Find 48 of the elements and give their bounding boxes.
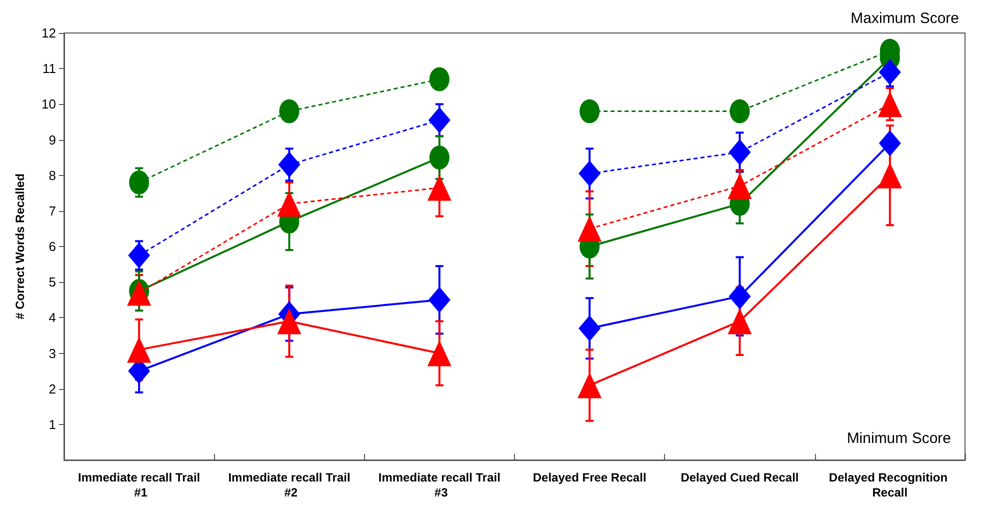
point xyxy=(578,372,602,398)
text: Maximum Score xyxy=(850,10,960,27)
y-axis-title: # Correct Words Recalled xyxy=(13,174,27,320)
point xyxy=(878,130,901,156)
x-tick-label: Immediate recall Trail #1 xyxy=(78,470,200,500)
point xyxy=(427,340,452,366)
y-tick-label: 4 xyxy=(48,310,56,326)
point xyxy=(728,139,751,166)
point xyxy=(578,216,602,242)
y-tick-label: 2 xyxy=(48,381,56,396)
point xyxy=(728,308,752,334)
y-tick-label: 9 xyxy=(48,132,56,148)
y-tick-label: 6 xyxy=(48,239,56,254)
point xyxy=(580,99,600,124)
y-tick-label: 12 xyxy=(42,26,56,40)
y-tick-label: 8 xyxy=(48,168,56,183)
x-tick-label: Delayed Cued Recall xyxy=(680,470,799,484)
point xyxy=(429,146,450,170)
x-tick-label: Delayed Free Recall xyxy=(532,470,646,484)
y-tick-label: 1 xyxy=(48,416,56,432)
point xyxy=(878,162,902,188)
x-tick-label: Delayed Recognition Recall xyxy=(828,470,951,500)
y-tick-label: 3 xyxy=(48,346,56,361)
point xyxy=(427,174,452,201)
point xyxy=(127,336,152,363)
annotation: Minimum Score xyxy=(846,430,951,447)
point xyxy=(428,107,450,134)
point xyxy=(728,173,752,200)
point xyxy=(428,286,450,313)
point xyxy=(429,67,450,92)
point xyxy=(277,308,302,334)
y-tick-label: 10 xyxy=(42,96,56,112)
y-tick-label: 5 xyxy=(48,274,56,290)
point xyxy=(728,283,751,310)
point xyxy=(878,59,901,86)
point xyxy=(277,190,302,217)
point xyxy=(128,242,150,268)
y-tick-label: 7 xyxy=(48,203,56,218)
point xyxy=(278,152,300,178)
point xyxy=(129,170,150,194)
x-tick-label: Immediate recall Trail #2 xyxy=(228,470,350,500)
point xyxy=(279,99,300,124)
point xyxy=(878,91,902,118)
y-tick-label: 11 xyxy=(42,61,56,76)
point xyxy=(578,160,601,187)
point xyxy=(578,315,601,342)
x-tick-label: Immediate recall Trail #3 xyxy=(378,470,500,500)
point xyxy=(730,99,750,124)
